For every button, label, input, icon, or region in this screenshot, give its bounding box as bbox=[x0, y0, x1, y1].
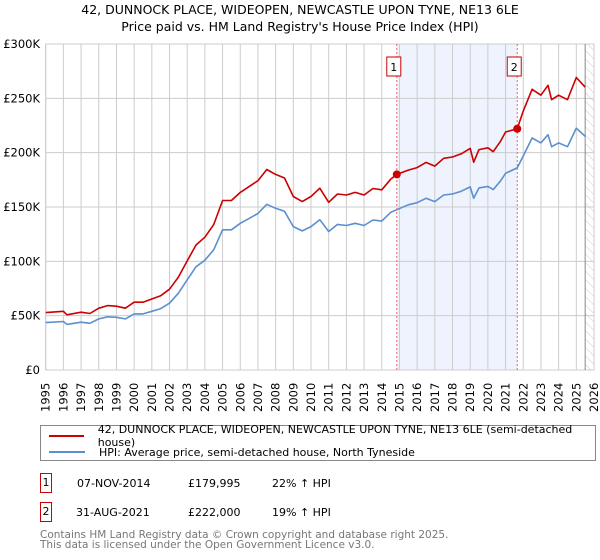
x-tick-label: 2023 bbox=[534, 383, 548, 412]
x-tick-label: 2017 bbox=[428, 383, 442, 412]
series-line bbox=[45, 127, 586, 326]
sale-marker-label: 2 bbox=[511, 61, 518, 74]
x-tick-label: 2016 bbox=[410, 383, 424, 412]
x-tick-label: 2003 bbox=[180, 383, 194, 412]
x-tick-label: 2026 bbox=[587, 383, 600, 412]
sale-date: 31-AUG-2021 bbox=[76, 506, 150, 519]
legend: 42, DUNNOCK PLACE, WIDEOPEN, NEWCASTLE U… bbox=[40, 423, 596, 461]
sale-price: £222,000 bbox=[188, 506, 241, 519]
sale-price: £179,995 bbox=[188, 477, 241, 490]
x-tick-label: 2020 bbox=[481, 383, 495, 412]
chart-subtitle: Price paid vs. HM Land Registry's House … bbox=[121, 19, 479, 34]
x-tick-label: 2019 bbox=[463, 383, 477, 412]
sale-hpi-diff: 22% ↑ HPI bbox=[272, 477, 331, 490]
x-tick-label: 2004 bbox=[198, 383, 212, 412]
y-tick-label: £300K bbox=[3, 37, 40, 51]
legend-label: 42, DUNNOCK PLACE, WIDEOPEN, NEWCASTLE U… bbox=[97, 423, 573, 449]
x-tick-label: 1996 bbox=[56, 383, 70, 412]
legend-label: HPI: Average price, semi-detached house,… bbox=[99, 445, 415, 459]
sale-marker-box bbox=[386, 56, 402, 77]
x-tick-label: 2013 bbox=[357, 383, 371, 412]
legend-item-property: 42, DUNNOCK PLACE, WIDEOPEN, NEWCASTLE U… bbox=[49, 423, 595, 449]
x-tick-label: 2025 bbox=[569, 383, 583, 412]
series-line bbox=[45, 76, 586, 316]
x-tick-label: 2010 bbox=[304, 383, 318, 412]
x-tick-label: 2002 bbox=[163, 383, 177, 412]
footer-line: This data is licensed under the Open Gov… bbox=[40, 539, 375, 551]
x-tick-label: 2007 bbox=[251, 383, 265, 412]
footer: Contains HM Land Registry data © Crown c… bbox=[40, 529, 449, 551]
x-tick-label: 1999 bbox=[109, 383, 123, 412]
y-tick-label: £200K bbox=[3, 146, 40, 160]
sale-row: 2 31-AUG-2021 £222,000 19% ↑ HPI bbox=[40, 502, 600, 524]
sale-point bbox=[392, 170, 401, 179]
legend-swatch-blue bbox=[49, 451, 85, 453]
sale-marker-label: 1 bbox=[40, 473, 52, 493]
footer-line: Contains HM Land Registry data © Crown c… bbox=[40, 529, 449, 541]
chart-title: 42, DUNNOCK PLACE, WIDEOPEN, NEWCASTLE U… bbox=[81, 2, 519, 17]
sale-hpi-diff: 19% ↑ HPI bbox=[272, 506, 331, 519]
x-tick-label: 2008 bbox=[269, 383, 283, 412]
y-tick-label: £150K bbox=[3, 200, 40, 214]
x-tick-label: 2011 bbox=[322, 383, 336, 412]
x-tick-label: 2012 bbox=[339, 383, 353, 412]
x-tick-label: 1998 bbox=[92, 383, 106, 412]
x-tick-label: 2021 bbox=[499, 383, 513, 412]
x-tick-label: 2014 bbox=[375, 383, 389, 412]
x-tick-label: 2024 bbox=[552, 383, 566, 412]
plot-area: 1995 1996 1997 1998 1999 2000 2001 2002 2003 2004… bbox=[3, 37, 600, 412]
sale-marker-label: 2 bbox=[40, 502, 52, 522]
x-tick-label: 2022 bbox=[516, 383, 530, 412]
sale-marker-label: 1 bbox=[390, 61, 397, 74]
sale-point bbox=[513, 124, 522, 133]
x-tick-label: 2006 bbox=[233, 383, 247, 412]
y-tick-label: £250K bbox=[3, 91, 40, 105]
sale-marker-box bbox=[506, 56, 522, 77]
x-tick-label: 2000 bbox=[127, 383, 141, 412]
y-tick-label: £100K bbox=[3, 254, 40, 268]
x-tick-label: 2009 bbox=[286, 383, 300, 412]
legend-swatch-red bbox=[49, 435, 84, 437]
x-tick-label: 1997 bbox=[74, 383, 88, 412]
x-tick-label: 2015 bbox=[392, 383, 406, 412]
legend-item-hpi: HPI: Average price, semi-detached house,… bbox=[49, 444, 415, 460]
x-tick-label: 2001 bbox=[145, 383, 159, 412]
x-tick-label: 1995 bbox=[39, 383, 53, 412]
x-tick-label: 2005 bbox=[216, 383, 230, 412]
sale-date: 07-NOV-2014 bbox=[77, 477, 151, 490]
y-tick-label: £50K bbox=[11, 309, 41, 323]
y-tick-label: £0 bbox=[25, 363, 40, 377]
plot-border bbox=[45, 43, 595, 371]
x-tick-label: 2018 bbox=[446, 383, 460, 412]
sale-row: 1 07-NOV-2014 £179,995 22% ↑ HPI bbox=[40, 473, 600, 495]
